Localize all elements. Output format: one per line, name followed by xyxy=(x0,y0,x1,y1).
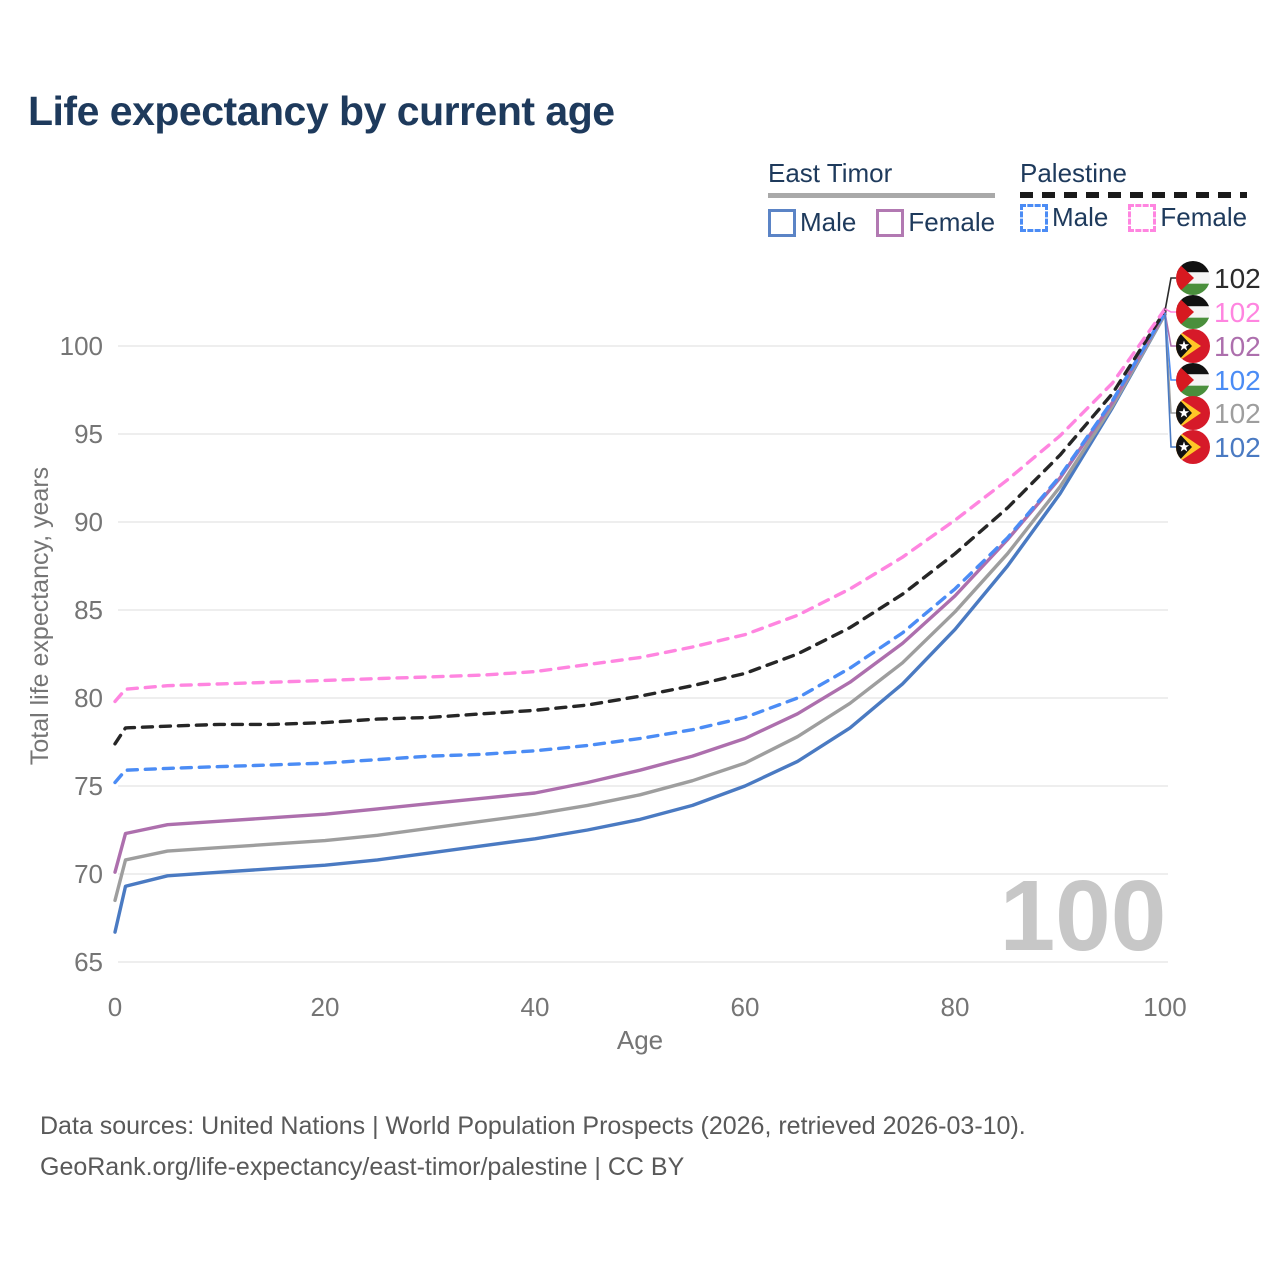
legend-item-palestine-female[interactable]: Female xyxy=(1128,202,1247,233)
series-line-palestine[interactable] xyxy=(113,309,1167,746)
y-tick-label: 70 xyxy=(74,859,103,889)
legend-group-palestine: Palestine Male Female xyxy=(1020,160,1248,233)
end-value-label-palestine-male: 102 xyxy=(1214,365,1261,396)
x-axis-title: Age xyxy=(617,1025,663,1055)
y-tick-label: 85 xyxy=(74,595,103,625)
x-tick-label: 0 xyxy=(108,992,122,1022)
palestine-flag-icon xyxy=(1176,261,1210,295)
legend-label: Male xyxy=(800,207,857,237)
legend-label: Female xyxy=(1160,202,1248,232)
y-tick-label: 65 xyxy=(74,947,103,977)
female-dashed-swatch-icon xyxy=(1128,203,1157,232)
y-tick-label: 80 xyxy=(74,683,103,713)
end-value-label-east-timor: 102 xyxy=(1214,398,1261,429)
hover-age-watermark: 100 xyxy=(1000,860,1167,972)
end-value-label-east-timor-female: 102 xyxy=(1214,331,1261,362)
legend-item-palestine-male[interactable]: Male xyxy=(1020,202,1108,233)
x-tick-label: 80 xyxy=(941,992,970,1022)
end-label-leader-line xyxy=(1164,277,1176,311)
legend-country-east-timor[interactable]: East Timor xyxy=(768,160,996,198)
series-line-palestine-female[interactable] xyxy=(113,307,1167,704)
end-value-label-palestine-female: 102 xyxy=(1214,297,1261,328)
end-value-label-east-timor-male: 102 xyxy=(1214,432,1261,463)
east-timor-flag-icon xyxy=(1176,329,1210,363)
legend-item-east-timor-female[interactable]: Female xyxy=(876,207,995,238)
east-timor-flag-icon xyxy=(1176,396,1210,430)
legend-label: Female xyxy=(908,207,996,237)
male-solid-swatch-icon xyxy=(768,208,796,237)
palestine-flag-icon xyxy=(1176,295,1210,329)
legend-items-palestine: Male Female xyxy=(1020,202,1247,233)
chart-footer: Data sources: United Nations | World Pop… xyxy=(40,1106,1026,1187)
series-line-east-timor-female[interactable] xyxy=(113,310,1167,874)
palestine-flag-icon xyxy=(1176,363,1210,397)
y-tick-label: 95 xyxy=(74,419,103,449)
end-value-label-palestine: 102 xyxy=(1214,263,1261,294)
end-label-leader-line xyxy=(1164,308,1176,313)
y-tick-label: 75 xyxy=(74,771,103,801)
east-timor-flag-icon xyxy=(1176,430,1210,464)
y-tick-label: 90 xyxy=(74,507,103,537)
x-tick-label: 20 xyxy=(311,992,340,1022)
female-solid-swatch-icon xyxy=(876,208,905,237)
x-tick-label: 40 xyxy=(521,992,550,1022)
y-tick-label: 100 xyxy=(60,331,103,361)
legend-item-east-timor-male[interactable]: Male xyxy=(768,207,856,238)
data-sources-line: Data sources: United Nations | World Pop… xyxy=(40,1112,1026,1140)
legend-group-east-timor: East Timor Male Female xyxy=(768,160,996,238)
series-line-east-timor-male[interactable] xyxy=(113,312,1167,934)
legend-items-east-timor: Male Female xyxy=(768,207,995,238)
chart-title: Life expectancy by current age xyxy=(28,88,615,134)
x-tick-label: 100 xyxy=(1143,992,1186,1022)
attribution-line: GeoRank.org/life-expectancy/east-timor/p… xyxy=(40,1152,685,1181)
y-axis-title: Total life expectancy, years xyxy=(26,467,54,765)
legend-label: Male xyxy=(1052,202,1109,232)
series-line-palestine-male[interactable] xyxy=(113,310,1167,785)
line-chart-plot[interactable]: 65 70 75 80 85 90 95 100 0 20 40 60 80 100 Age Total li… xyxy=(0,0,1280,1080)
series-line-east-timor[interactable] xyxy=(113,312,1167,903)
x-tick-label: 60 xyxy=(731,992,760,1022)
end-label-leader-line xyxy=(1164,312,1176,347)
end-label-leader-line xyxy=(1164,314,1176,448)
legend-country-palestine[interactable]: Palestine xyxy=(1020,160,1248,198)
male-dashed-swatch-icon xyxy=(1020,203,1048,232)
